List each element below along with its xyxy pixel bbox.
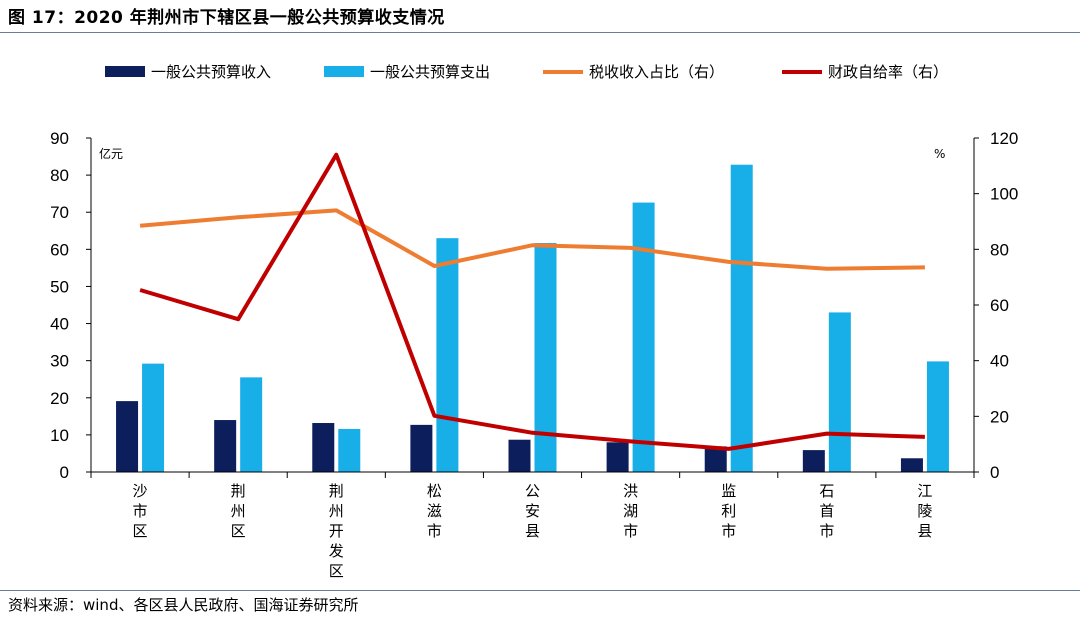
bar-expenditure	[436, 238, 459, 472]
legend-label-exp: 一般公共预算支出	[370, 63, 490, 81]
bar-revenue	[606, 442, 629, 472]
x-axis: 沙市区 荆州区 荆州开发区 松滋市 公安县 洪湖市 监利市 石首市 江陵县	[90, 471, 975, 580]
title-rule	[0, 32, 1080, 33]
right-tick-label: 60	[990, 296, 1009, 315]
x-category-label: 监利市	[721, 482, 736, 540]
bar-expenditure	[240, 377, 263, 472]
bar-revenue	[214, 420, 237, 472]
legend-label-tax: 税收收入占比（右）	[589, 63, 724, 81]
bar-expenditure	[828, 312, 851, 472]
legend-swatch-exp	[324, 66, 364, 77]
x-category-label: 公安县	[525, 482, 540, 540]
x-category-label: 荆州开发区	[329, 482, 344, 580]
left-tick-label: 70	[50, 203, 69, 222]
left-tick-label: 60	[50, 240, 69, 259]
legend: 一般公共预算收入 一般公共预算支出 税收收入占比（右） 财政自给率（右）	[105, 63, 948, 81]
x-category-label: 松滋市	[427, 482, 442, 540]
source-note: 资料来源：wind、各区县人民政府、国海证券研究所	[8, 596, 359, 614]
bar-revenue	[410, 424, 433, 472]
left-tick-label: 10	[50, 426, 69, 445]
right-axis-unit: %	[934, 147, 945, 161]
figure-title: 图 17：2020 年荆州市下辖区县一般公共预算收支情况	[8, 8, 445, 28]
right-tick-label: 40	[990, 352, 1009, 371]
chart: 一般公共预算收入 一般公共预算支出 税收收入占比（右） 财政自给率（右） 0 10 20 3…	[50, 63, 1018, 580]
legend-swatch-rev	[105, 66, 145, 77]
right-tick-label: 20	[990, 407, 1009, 426]
bar-expenditure	[632, 202, 655, 472]
left-tick-label: 90	[50, 129, 69, 148]
left-tick-label: 30	[50, 352, 69, 371]
left-tick-label: 20	[50, 389, 69, 408]
left-tick-label: 50	[50, 277, 69, 296]
bar-revenue	[508, 439, 531, 472]
x-category-label: 洪湖市	[623, 482, 638, 540]
bar-expenditure	[730, 164, 753, 472]
x-category-label: 石首市	[819, 482, 834, 540]
x-category-label: 江陵县	[917, 482, 932, 540]
left-tick-label: 0	[60, 463, 69, 482]
bar-expenditure	[142, 363, 165, 472]
left-axis: 0 10 20 30 40 50 60 70 80 90 亿元	[50, 129, 123, 482]
right-axis: 0 20 40 60 80 100 120%	[934, 129, 1018, 482]
right-tick-label: 100	[990, 185, 1018, 204]
x-category-label: 沙市区	[133, 482, 148, 540]
bar-revenue	[312, 423, 335, 472]
lines	[139, 152, 925, 451]
bars	[116, 164, 949, 472]
bar-revenue	[802, 450, 825, 472]
right-tick-label: 80	[990, 240, 1009, 259]
left-tick-label: 40	[50, 315, 69, 334]
right-tick-label: 0	[990, 463, 999, 482]
bar-expenditure	[338, 428, 361, 472]
right-tick-label: 120	[990, 129, 1018, 148]
line-self-sufficiency	[139, 152, 925, 451]
line-tax-ratio	[139, 208, 925, 271]
bar-revenue	[116, 401, 139, 472]
footer-rule	[0, 590, 1080, 591]
left-axis-unit: 亿元	[99, 146, 123, 161]
bar-expenditure	[534, 243, 557, 472]
legend-label-self: 财政自给率（右）	[828, 63, 948, 81]
bar-revenue	[704, 446, 727, 472]
left-tick-label: 80	[50, 166, 69, 185]
bar-revenue	[900, 458, 923, 472]
legend-label-rev: 一般公共预算收入	[151, 63, 271, 81]
bar-expenditure	[926, 361, 949, 472]
x-category-label: 荆州区	[231, 482, 246, 540]
